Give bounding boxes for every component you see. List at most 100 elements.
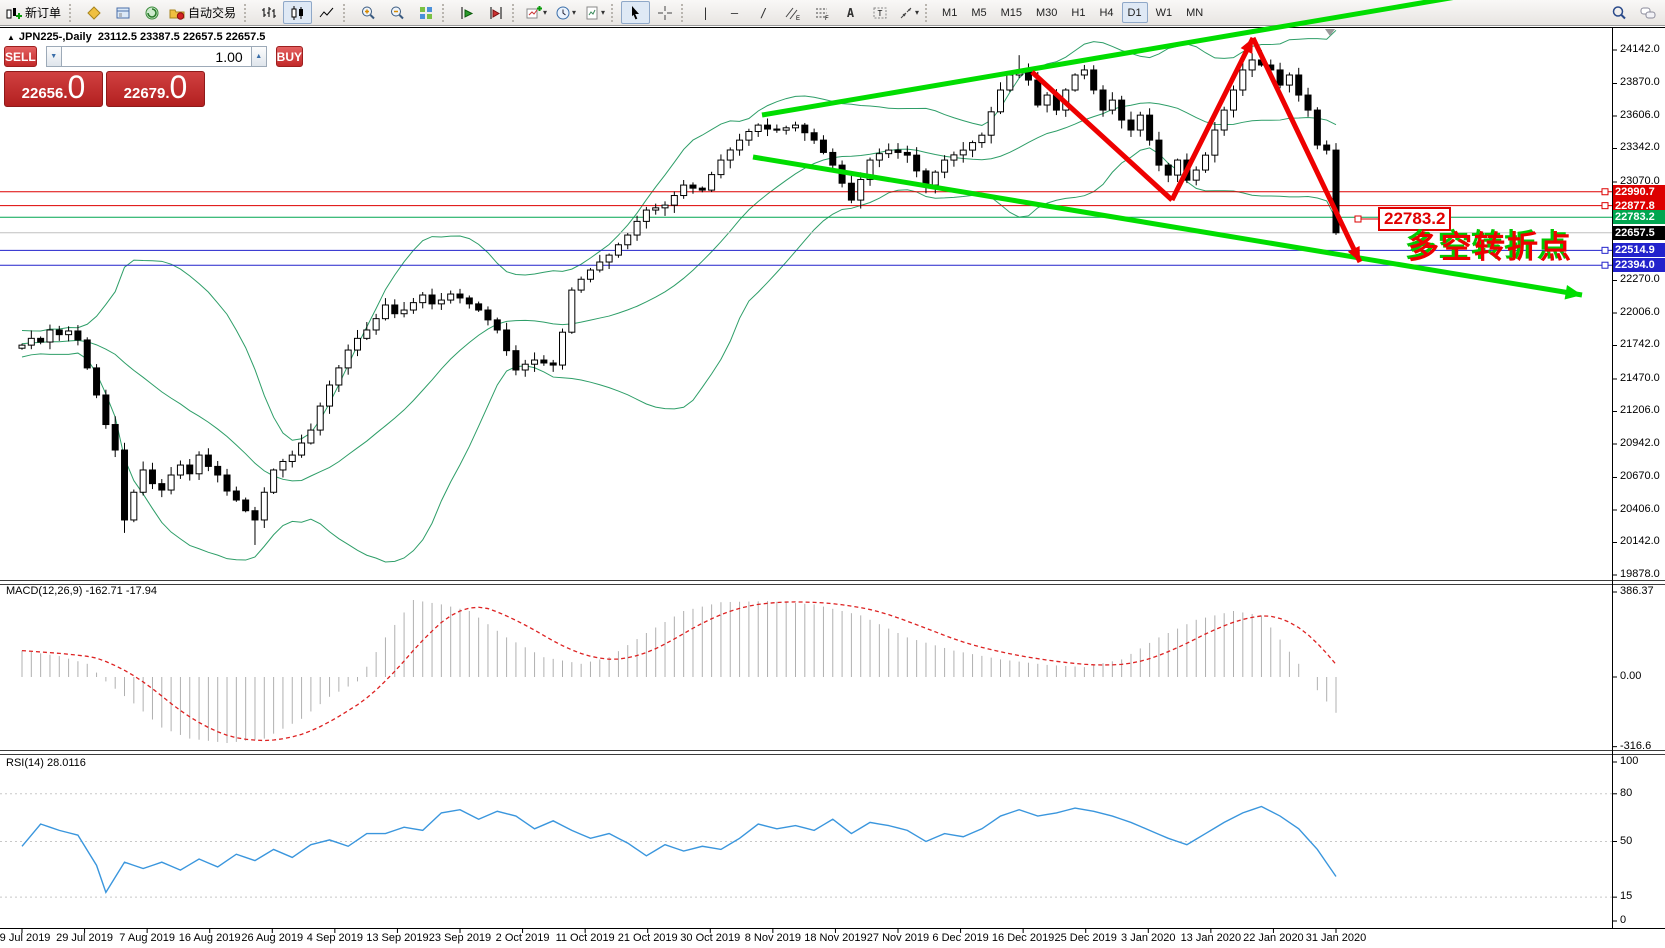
bar-chart-button[interactable] xyxy=(254,1,283,24)
collapse-panel-icon[interactable]: ▲ xyxy=(7,33,15,42)
rsi-axis-label: 100 xyxy=(1620,755,1639,767)
date-axis-label[interactable]: 26 Aug 2019 xyxy=(241,932,304,944)
date-axis-label[interactable]: 21 Oct 2019 xyxy=(617,932,678,944)
date-axis-label[interactable]: 4 Sep 2019 xyxy=(306,932,363,944)
main-macd-splitter[interactable] xyxy=(0,580,1665,585)
trendline-icon: / xyxy=(759,5,768,20)
vertical-line-button[interactable]: | xyxy=(691,1,720,24)
price-axis-label: 21470.0 xyxy=(1620,371,1660,384)
timeframe-m30[interactable]: M30 xyxy=(1036,6,1058,19)
trendline-button[interactable]: / xyxy=(749,1,778,24)
date-axis-label[interactable]: 19 Jul 2019 xyxy=(0,932,51,944)
ohlc-values: 23112.5 23387.5 22657.5 22657.5 xyxy=(97,31,266,43)
chat-button[interactable] xyxy=(1633,1,1662,24)
volume-input[interactable] xyxy=(61,46,251,67)
navigator-button[interactable] xyxy=(137,1,166,24)
fibonacci-button[interactable]: F xyxy=(807,1,836,24)
text-label-button[interactable]: T xyxy=(865,1,894,24)
price-axis-label: 20942.0 xyxy=(1620,436,1660,449)
date-axis-label[interactable]: 22 Jan 2020 xyxy=(1243,932,1304,944)
timeframe-bar: M1 M5 M15 M30 H1 H4 D1 W1 MN xyxy=(935,2,1210,23)
new-order-icon xyxy=(6,7,22,19)
auto-trading-button[interactable]: 自动交易 xyxy=(166,1,242,24)
date-axis-label[interactable]: 30 Oct 2019 xyxy=(680,932,741,944)
channel-button[interactable]: E xyxy=(778,1,807,24)
chart-shift-button[interactable] xyxy=(481,1,510,24)
tile-windows-button[interactable] xyxy=(411,1,440,24)
timeframe-d1[interactable]: D1 xyxy=(1121,2,1148,23)
date-axis-label[interactable]: 6 Dec 2019 xyxy=(932,932,989,944)
date-axis-label[interactable]: 27 Nov 2019 xyxy=(866,932,930,944)
crosshair-button[interactable] xyxy=(650,1,679,24)
timeframe-m5[interactable]: M5 xyxy=(971,6,987,19)
arrows-button[interactable]: ▾ xyxy=(894,1,923,24)
auto-scroll-button[interactable] xyxy=(452,1,481,24)
toolbar-separator xyxy=(343,3,349,22)
market-watch-button[interactable] xyxy=(108,1,137,24)
symbol-period-label: JPN225-,Daily xyxy=(18,31,92,43)
candlestick-chart-button[interactable] xyxy=(283,1,313,24)
timeframe-w1[interactable]: W1 xyxy=(1155,6,1173,19)
macd-axis-label: -316.6 xyxy=(1620,739,1652,752)
price-axis-label: 23606.0 xyxy=(1620,108,1660,121)
volume-down-button[interactable]: ▼ xyxy=(45,46,62,67)
timeframe-mn[interactable]: MN xyxy=(1186,6,1204,19)
indicators-button[interactable]: ▾ xyxy=(522,1,551,24)
timeframe-m1[interactable]: M1 xyxy=(942,6,958,19)
buy-button[interactable]: BUY xyxy=(275,46,304,67)
date-axis-label[interactable]: 29 Jul 2019 xyxy=(56,932,113,944)
buy-price-panel[interactable]: 22679. 0 xyxy=(106,71,205,107)
date-axis-label[interactable]: 11 Oct 2019 xyxy=(555,932,615,944)
price-axis-label: 24142.0 xyxy=(1620,43,1660,55)
date-axis-label[interactable]: 23 Sep 2019 xyxy=(428,932,492,944)
dropdown-caret-icon[interactable]: ▾ xyxy=(543,8,548,17)
dropdown-caret-icon[interactable]: ▾ xyxy=(601,8,606,17)
text-button[interactable]: A xyxy=(836,1,865,24)
date-axis-label[interactable]: 7 Aug 2019 xyxy=(119,932,175,944)
search-button[interactable] xyxy=(1604,1,1633,24)
price-line-label: 22394.0 xyxy=(1613,258,1665,273)
sell-price-big-digit: 0 xyxy=(67,69,86,105)
dropdown-caret-icon[interactable]: ▾ xyxy=(572,8,577,17)
date-axis-label[interactable]: 2 Oct 2019 xyxy=(495,932,550,944)
date-axis-label[interactable]: 16 Dec 2019 xyxy=(991,932,1055,944)
time-axis-border xyxy=(0,928,1665,929)
profiles-icon xyxy=(86,5,101,20)
template-icon xyxy=(586,6,598,19)
macd-rsi-splitter[interactable] xyxy=(0,750,1665,755)
periods-button[interactable]: ▾ xyxy=(551,1,580,24)
timeframe-m15[interactable]: M15 xyxy=(1000,6,1022,19)
line-chart-button[interactable] xyxy=(312,1,341,24)
date-axis-label[interactable]: 3 Jan 2020 xyxy=(1121,932,1176,944)
sell-price-panel[interactable]: 22656. 0 xyxy=(4,71,103,107)
svg-text:F: F xyxy=(825,16,829,21)
market-watch-icon xyxy=(116,7,130,18)
templates-button[interactable]: ▾ xyxy=(580,1,609,24)
turning-point-annotation[interactable]: 多空转折点 xyxy=(1408,230,1573,265)
date-axis-label[interactable]: 31 Jan 2020 xyxy=(1305,932,1367,944)
date-axis-label[interactable]: 18 Nov 2019 xyxy=(804,932,867,944)
zoom-in-button[interactable] xyxy=(353,1,382,24)
dropdown-caret-icon[interactable]: ▾ xyxy=(915,8,920,17)
date-axis-label[interactable]: 13 Jan 2020 xyxy=(1180,932,1242,944)
new-order-button[interactable]: 新订单 xyxy=(3,1,67,24)
fibonacci-icon: F xyxy=(815,8,829,21)
date-axis-label[interactable]: 25 Dec 2019 xyxy=(1054,932,1117,944)
sell-button[interactable]: SELL xyxy=(4,46,37,67)
date-axis-label[interactable]: 16 Aug 2019 xyxy=(178,932,241,944)
rsi-axis-label: 15 xyxy=(1620,890,1633,903)
rsi-axis-label: 50 xyxy=(1620,834,1633,847)
timeframe-h4[interactable]: H4 xyxy=(1099,6,1114,19)
date-axis-label[interactable]: 8 Nov 2019 xyxy=(744,932,801,944)
timeframe-h1[interactable]: H1 xyxy=(1071,6,1086,19)
zoom-out-button[interactable] xyxy=(382,1,411,24)
text-label-icon: T xyxy=(873,7,887,18)
horizontal-line-button[interactable]: — xyxy=(720,1,749,24)
volume-up-button[interactable]: ▲ xyxy=(250,46,267,67)
cursor-button[interactable] xyxy=(621,1,651,24)
cursor-icon xyxy=(631,5,639,19)
date-axis-label[interactable]: 13 Sep 2019 xyxy=(366,932,429,944)
chart-profiles-button[interactable] xyxy=(79,1,108,24)
price-axis-label: 23870.0 xyxy=(1620,76,1660,89)
